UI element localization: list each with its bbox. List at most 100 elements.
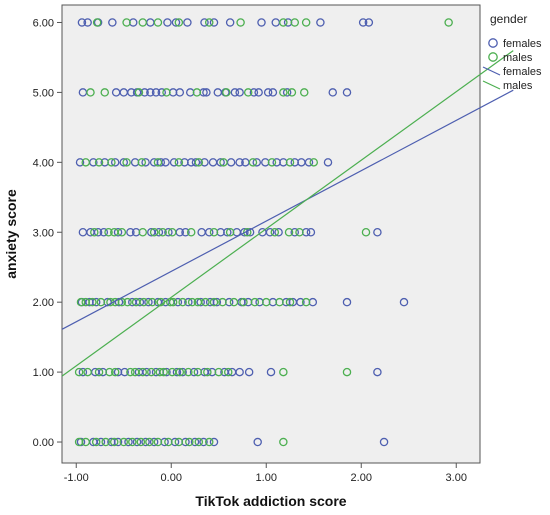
point-females xyxy=(183,18,192,27)
point-males xyxy=(361,228,371,237)
point-females xyxy=(163,18,172,27)
y-tick-label: 1.00 xyxy=(33,367,54,379)
point-males xyxy=(134,88,144,97)
point-males xyxy=(285,158,295,167)
point-females xyxy=(113,228,123,237)
point-females xyxy=(304,158,314,167)
point-females xyxy=(364,18,374,27)
point-males xyxy=(225,228,235,237)
point-males xyxy=(110,367,120,377)
point-males xyxy=(91,437,101,447)
legend-label-males: males xyxy=(503,80,533,92)
point-females xyxy=(75,158,85,167)
point-males xyxy=(193,367,203,377)
point-males xyxy=(137,158,147,167)
point-females xyxy=(199,437,208,447)
point-males xyxy=(81,158,91,167)
point-males xyxy=(74,367,84,377)
point-females xyxy=(296,297,305,307)
point-females xyxy=(178,367,187,377)
point-females xyxy=(113,437,123,447)
point-males xyxy=(138,18,147,27)
point-females xyxy=(216,158,225,167)
point-males xyxy=(194,437,204,447)
legend: gender females males females males xyxy=(482,12,542,92)
y-tick-label: 2.00 xyxy=(33,297,54,309)
point-males xyxy=(149,228,159,237)
point-males xyxy=(153,18,163,27)
point-males xyxy=(250,297,260,307)
point-males xyxy=(301,297,311,307)
point-males xyxy=(192,88,202,97)
point-females xyxy=(93,228,103,237)
point-females xyxy=(78,367,88,377)
point-males xyxy=(270,228,280,237)
point-males xyxy=(243,88,253,97)
point-males xyxy=(94,158,104,167)
point-females xyxy=(108,18,117,27)
point-males xyxy=(284,228,294,237)
point-males xyxy=(222,88,231,97)
point-males xyxy=(147,367,156,377)
point-males xyxy=(223,367,233,377)
point-females xyxy=(342,297,352,307)
point-males xyxy=(138,228,147,237)
legend-title: gender xyxy=(490,12,527,26)
point-females xyxy=(149,437,159,447)
point-females xyxy=(200,18,209,27)
point-males xyxy=(167,228,177,237)
point-males xyxy=(158,228,167,237)
point-females xyxy=(254,88,263,97)
point-males xyxy=(101,437,110,447)
point-males xyxy=(145,437,154,447)
fit-lines xyxy=(61,50,514,377)
point-males xyxy=(175,367,185,377)
point-males xyxy=(287,88,297,97)
point-females xyxy=(223,228,232,237)
point-males xyxy=(138,367,147,377)
point-males xyxy=(267,158,277,167)
point-males xyxy=(279,437,288,447)
point-males xyxy=(194,158,204,167)
point-males xyxy=(139,297,148,307)
point-males xyxy=(214,367,223,377)
point-females xyxy=(164,228,173,237)
legend-marker-females xyxy=(488,38,498,48)
x-tick-label: -1.00 xyxy=(64,472,89,484)
point-males xyxy=(122,158,131,167)
point-males xyxy=(218,297,227,307)
x-tick-label: 3.00 xyxy=(446,472,467,484)
point-females xyxy=(209,18,219,27)
point-females xyxy=(156,158,166,167)
point-females xyxy=(144,297,153,307)
point-males xyxy=(275,297,284,307)
point-males xyxy=(162,88,171,97)
point-females xyxy=(181,228,190,237)
point-males xyxy=(219,158,228,167)
point-males xyxy=(104,228,113,237)
point-females xyxy=(373,367,382,377)
point-males xyxy=(203,367,212,377)
legend-label-females: females xyxy=(503,38,542,50)
point-males xyxy=(81,437,91,447)
point-females xyxy=(235,158,244,167)
point-females xyxy=(290,228,299,237)
point-females xyxy=(306,228,316,237)
point-females xyxy=(175,88,185,97)
point-males xyxy=(88,297,97,307)
point-males xyxy=(185,437,194,447)
point-females xyxy=(373,228,382,237)
point-males xyxy=(279,88,288,97)
point-females xyxy=(77,18,87,27)
point-males xyxy=(174,18,184,27)
point-males xyxy=(290,18,299,27)
point-males xyxy=(96,297,106,307)
point-females xyxy=(204,228,214,237)
x-axis-ticks: -1.00 0.00 1.00 2.00 3.00 xyxy=(64,463,467,484)
point-females xyxy=(209,437,219,447)
point-females xyxy=(253,437,262,447)
point-females xyxy=(172,367,182,377)
point-females xyxy=(274,228,283,237)
legend-marker-males xyxy=(488,52,498,62)
point-females xyxy=(316,18,325,27)
